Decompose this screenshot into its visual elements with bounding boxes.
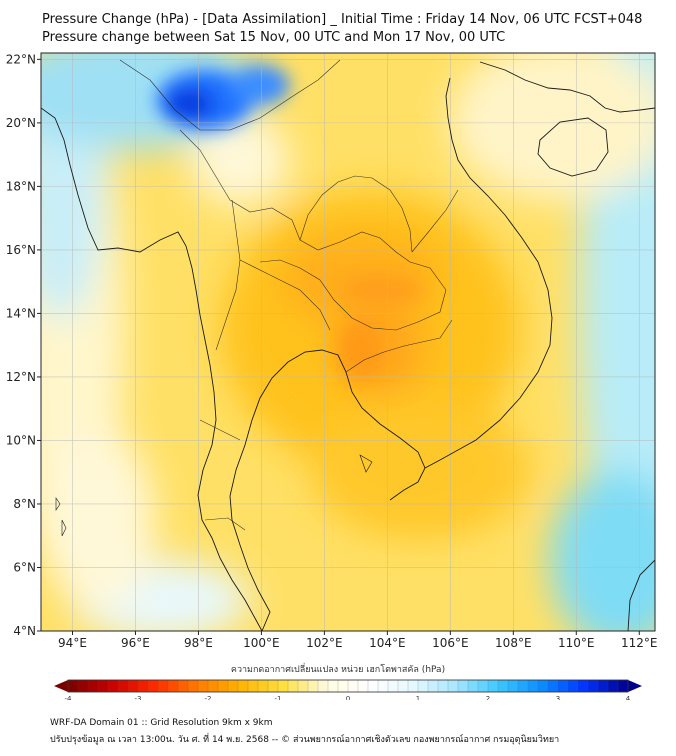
lat-tick-label: 16°N (6, 243, 36, 257)
pressure-field (41, 53, 655, 631)
lon-tick-label: 100°E (243, 636, 280, 650)
colorbar-min-arrow (54, 680, 68, 692)
lat-tick-label: 6°N (13, 560, 36, 574)
lat-tick-label: 20°N (6, 116, 36, 130)
colorbar-tick-label: 0 (346, 695, 350, 700)
chart-subtitle: Pressure change between Sat 15 Nov, 00 U… (42, 30, 506, 45)
lon-tick-label: 112°E (621, 636, 658, 650)
colorbar-tick-label: -4 (65, 695, 73, 700)
pressure-change-map: 94°E 96°E 98°E 100°E 102°E 104°E 106°E 108°E 110… (6, 52, 658, 700)
coastlines (41, 61, 655, 631)
lat-tick-label: 10°N (6, 433, 36, 447)
colorbar-tick-label: 4 (626, 695, 631, 700)
lat-tick-label: 18°N (6, 179, 36, 193)
colorbar-tick-label: 2 (486, 695, 490, 700)
colorbar: -4 -3 -2 -1 0 1 2 3 4 (54, 679, 642, 700)
colorbar-tick-label: -2 (205, 695, 212, 700)
lon-tick-label: 98°E (184, 636, 213, 650)
lon-tick-label: 106°E (432, 636, 469, 650)
lat-tick-label: 4°N (13, 624, 36, 638)
map-frame (40, 52, 656, 632)
lon-tick-label: 104°E (369, 636, 406, 650)
colorbar-tick-label: -3 (135, 695, 142, 700)
colorbar-max-arrow (628, 680, 642, 692)
colorbar-tick-label: 1 (416, 695, 420, 700)
footer-update-info: ปรับปรุงข้อมูล ณ เวลา 13:00น. วัน ศ. ที่… (50, 735, 560, 745)
lat-tick-label: 12°N (6, 370, 36, 384)
lon-tick-label: 102°E (306, 636, 343, 650)
lon-tick-label: 108°E (495, 636, 532, 650)
lon-tick-label: 110°E (558, 636, 595, 650)
colorbar-label: ความกดอากาศเปลี่ยนแปลง หน่วย เฮกโตพาสคัล… (230, 665, 446, 675)
lat-tick-label: 8°N (13, 497, 36, 511)
graticule (41, 53, 655, 631)
chart-title: Pressure Change (hPa) - [Data Assimilati… (42, 12, 643, 27)
colorbar-tick-label: 3 (556, 695, 560, 700)
lon-tick-label: 96°E (121, 636, 150, 650)
lat-tick-label: 22°N (6, 52, 36, 66)
colorbar-tick-label: -1 (275, 695, 282, 700)
footer-model-info: WRF-DA Domain 01 :: Grid Resolution 9km … (50, 718, 273, 728)
lon-ticks: 94°E 96°E 98°E 100°E 102°E 104°E 106°E 108°E 110… (58, 631, 658, 650)
admin-boundaries (119, 59, 459, 531)
lat-ticks: 4°N 6°N 8°N 10°N 12°N 14°N 16°N 18°N 20°N 22°N (6, 52, 41, 638)
lon-tick-label: 94°E (58, 636, 87, 650)
lat-tick-label: 14°N (6, 306, 36, 320)
